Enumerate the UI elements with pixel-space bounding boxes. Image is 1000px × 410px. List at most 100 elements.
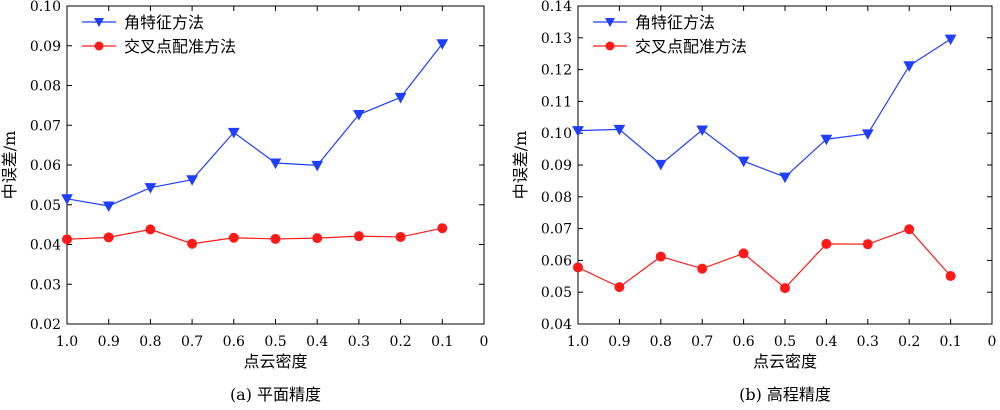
data-point — [269, 158, 282, 170]
x-axis-label: 点云密度 — [243, 352, 307, 371]
legend-label: 交叉点配准方法 — [124, 37, 236, 56]
y-tick-label: 0.08 — [541, 190, 572, 206]
data-point — [395, 231, 406, 242]
legend-marker — [605, 41, 615, 51]
x-tick-label: 0.6 — [732, 334, 754, 350]
y-tick-label: 0.04 — [541, 317, 572, 333]
legend-marker — [94, 18, 104, 27]
legend-entry-1: 角特征方法 — [82, 13, 204, 32]
series-1 — [61, 39, 449, 212]
y-tick-label: 0.05 — [30, 198, 61, 214]
data-point — [696, 125, 709, 137]
x-tick-label: 0.1 — [939, 334, 961, 350]
x-tick-label: 1.0 — [567, 334, 589, 350]
y-tick-label: 0.12 — [541, 63, 572, 79]
x-tick-label: 0.1 — [431, 334, 453, 350]
legend-entry-1: 角特征方法 — [593, 13, 715, 32]
legend-label: 交叉点配准方法 — [635, 37, 747, 56]
y-tick-label: 0.09 — [30, 39, 61, 55]
data-point — [103, 232, 114, 243]
series-line — [66, 227, 443, 245]
chart-caption: (a) 平面精度 — [230, 385, 321, 404]
x-tick-label: 0.3 — [348, 334, 370, 350]
y-tick-label: 0.10 — [30, 0, 61, 15]
legend-label: 角特征方法 — [124, 13, 204, 32]
x-tick-label: 0.3 — [857, 334, 879, 350]
data-point — [862, 239, 873, 250]
chart-caption: (b) 高程精度 — [739, 385, 831, 404]
data-point — [436, 39, 449, 50]
y-tick-label: 0.06 — [541, 253, 572, 269]
y-tick-label: 0.10 — [541, 126, 572, 142]
y-tick-label: 0.04 — [30, 238, 61, 254]
data-point — [944, 34, 957, 46]
x-tick-label: 0.8 — [650, 334, 672, 350]
y-tick-label: 0.07 — [541, 222, 572, 238]
legend-label: 角特征方法 — [635, 13, 715, 32]
x-tick-label: 0.8 — [139, 334, 161, 350]
data-point — [228, 232, 239, 243]
data-point — [861, 129, 874, 140]
data-point — [779, 172, 791, 184]
x-tick-label: 0.5 — [774, 334, 796, 350]
y-tick-label: 0.03 — [30, 277, 61, 293]
series-1 — [572, 34, 957, 184]
data-point — [311, 160, 324, 172]
y-tick-label: 0.05 — [541, 285, 572, 301]
legend-marker — [94, 41, 104, 51]
y-tick-label: 0.14 — [541, 0, 572, 15]
data-point — [394, 92, 407, 104]
data-point — [613, 124, 626, 136]
data-point — [312, 233, 323, 244]
x-tick-label: 0.5 — [264, 334, 286, 350]
series-line — [66, 43, 443, 207]
legend-entry-2: 交叉点配准方法 — [82, 37, 236, 56]
x-tick-label: 0.4 — [306, 334, 328, 350]
series-2 — [62, 223, 448, 249]
x-tick-label: 0.4 — [815, 334, 837, 350]
data-point — [437, 223, 448, 234]
data-point — [270, 233, 281, 244]
legend-entry-2: 交叉点配准方法 — [593, 37, 747, 56]
data-point — [903, 61, 916, 72]
x-tick-label: 0 — [480, 334, 489, 350]
data-point — [945, 270, 956, 281]
data-point — [780, 283, 790, 294]
legend-marker — [605, 18, 615, 27]
data-point — [187, 238, 198, 249]
data-point — [614, 282, 625, 293]
data-point — [144, 183, 157, 194]
x-tick-label: 1.0 — [56, 334, 78, 350]
series-2 — [573, 224, 956, 294]
data-point — [738, 248, 749, 259]
y-tick-label: 0.09 — [541, 158, 572, 174]
series-line — [577, 38, 951, 178]
data-point — [145, 224, 156, 235]
x-tick-label: 0.2 — [898, 334, 920, 350]
data-point — [227, 127, 240, 139]
data-point — [737, 156, 750, 168]
x-tick-label: 0.6 — [223, 334, 245, 350]
data-point — [904, 224, 915, 235]
x-tick-label: 0.9 — [608, 334, 630, 350]
x-tick-label: 0.2 — [389, 334, 411, 350]
chart-panel-1: 1.0 0.9 0.8 0.7 0.6 0.5 0.4 0.3 0.2 0.1 00.020.030… — [0, 0, 488, 404]
x-tick-label: 0 — [988, 334, 997, 350]
data-point — [186, 175, 198, 186]
data-point — [820, 134, 833, 146]
data-point — [821, 238, 832, 249]
y-tick-label: 0.06 — [30, 158, 61, 174]
x-tick-label: 0.7 — [691, 334, 713, 350]
data-point — [62, 234, 72, 245]
x-tick-label: 0.7 — [181, 334, 203, 350]
data-point — [655, 251, 666, 262]
data-point — [654, 159, 667, 171]
y-tick-label: 0.08 — [30, 79, 61, 95]
y-tick-label: 0.02 — [30, 317, 61, 333]
series-line — [577, 228, 952, 289]
y-axis-label: 中误差/m — [0, 131, 19, 200]
y-tick-label: 0.07 — [30, 118, 61, 134]
x-tick-label: 0.9 — [98, 334, 120, 350]
data-point — [573, 262, 583, 273]
